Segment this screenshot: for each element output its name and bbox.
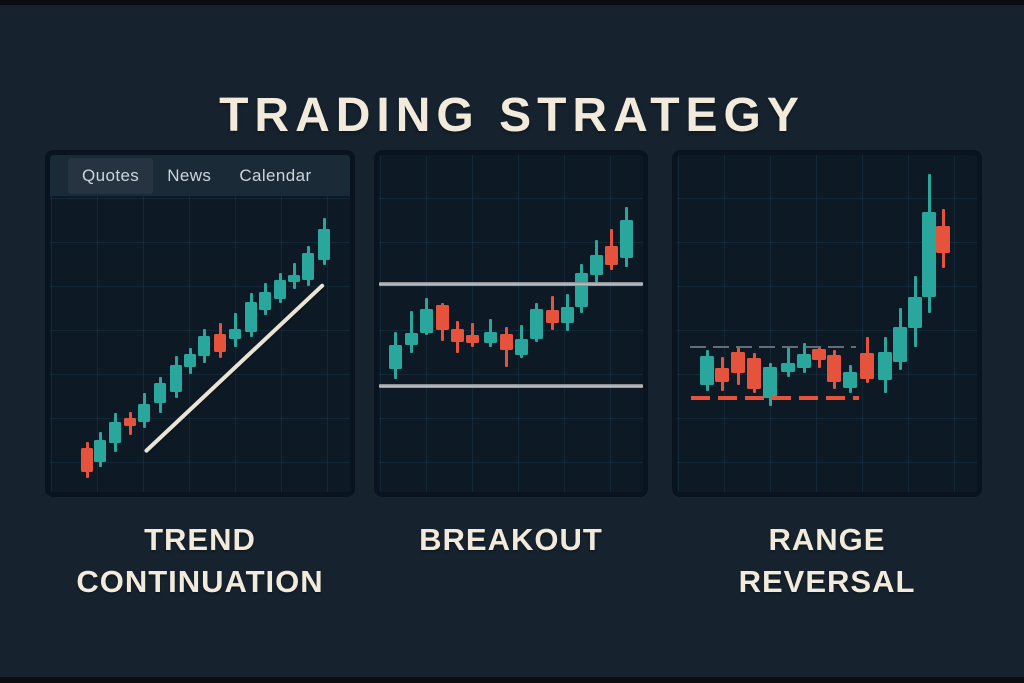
label-line: BREAKOUT <box>419 522 603 557</box>
label-breakout: BREAKOUT <box>374 519 648 561</box>
candle-body-down <box>124 418 136 426</box>
candle-body-up <box>700 356 714 385</box>
candle-body-down <box>81 448 93 472</box>
label-line: TREND <box>144 522 256 557</box>
candle-body-up <box>109 422 121 443</box>
label-trend-continuation: TREND CONTINUATION <box>45 519 355 603</box>
candle-body-up <box>184 354 196 367</box>
candle-body-up <box>404 333 418 345</box>
support-line <box>379 384 643 388</box>
candle-body-up <box>274 280 286 299</box>
candle-body-up <box>908 297 922 328</box>
candle-body-up <box>302 253 314 280</box>
label-line: RANGE <box>768 522 886 557</box>
panel-breakout <box>374 150 648 497</box>
candle-body-up <box>388 345 402 369</box>
candle-body-up <box>878 352 892 380</box>
candle-body-up <box>781 363 795 372</box>
candle-body-up <box>229 329 241 339</box>
candle-body-down <box>715 368 729 382</box>
tab-calendar[interactable]: Calendar <box>239 165 312 185</box>
trend-continuation-chart <box>45 150 355 497</box>
candle-body-up <box>198 336 210 356</box>
candle-body-up <box>589 255 603 275</box>
tab-news[interactable]: News <box>167 165 212 185</box>
candle-body-up <box>560 307 574 323</box>
range-reversal-chart <box>672 150 982 497</box>
label-range-reversal: RANGE REVERSAL <box>672 519 982 603</box>
bottom-edge-bar <box>0 677 1024 683</box>
candle-body-down <box>604 246 618 265</box>
candle-body-up <box>529 309 543 339</box>
candle-body-up <box>514 339 528 355</box>
candle-wick <box>409 311 413 353</box>
candle-body-up <box>922 212 936 297</box>
candle-body-down <box>827 355 841 382</box>
candle-body-up <box>797 354 811 368</box>
candle-body-down <box>731 352 745 373</box>
candle-body-up <box>763 367 777 398</box>
candle-body-down <box>465 335 479 343</box>
tab-quotes[interactable]: Quotes <box>68 157 154 194</box>
candle-body-down <box>860 353 874 379</box>
breakout-chart <box>374 150 648 497</box>
candle-body-up <box>574 273 588 307</box>
candle-body-down <box>812 349 826 360</box>
candle-body-down <box>214 334 226 352</box>
range-bottom-dashed-line <box>691 396 859 400</box>
candle-body-up <box>138 404 150 422</box>
candle-body-down <box>936 226 950 253</box>
candle-body-down <box>499 334 513 350</box>
candle-body-up <box>893 327 907 362</box>
quotes-tabbar: Quotes News Calendar <box>50 155 350 196</box>
candle-body-up <box>170 365 182 392</box>
candle-body-up <box>154 383 166 403</box>
range-top-dashed-line <box>690 346 856 348</box>
candle-body-up <box>419 309 433 333</box>
resistance-line <box>379 282 643 286</box>
candle-body-up <box>245 302 257 332</box>
label-line: CONTINUATION <box>76 564 324 599</box>
candle-body-up <box>318 229 330 260</box>
candle-body-down <box>435 305 449 330</box>
candle-body-up <box>288 275 300 282</box>
candle-body-up <box>483 332 497 343</box>
panel-range-reversal <box>672 150 982 497</box>
candle-wick <box>786 347 790 377</box>
candle-body-up <box>259 292 271 310</box>
candle-body-up <box>843 372 857 388</box>
top-edge-bar <box>0 0 1024 5</box>
candle-body-down <box>747 358 761 389</box>
candle-body-up <box>94 440 106 462</box>
candle-body-down <box>545 310 559 323</box>
candle-body-up <box>619 220 633 258</box>
panel-trend-continuation: Quotes News Calendar <box>45 150 355 497</box>
label-line: REVERSAL <box>738 564 916 599</box>
page-title: TRADING STRATEGY <box>219 89 805 143</box>
candle-body-down <box>450 329 464 342</box>
